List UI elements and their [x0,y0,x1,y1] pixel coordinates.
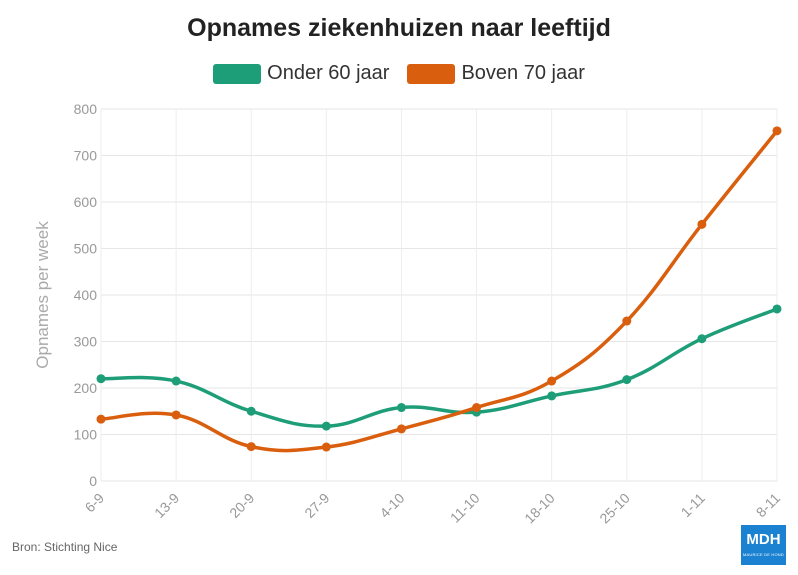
x-tick-label: 4-10 [376,490,407,521]
mdh-logo: MDH MAURICE DE HOND [741,525,786,565]
data-point-onder-60 [96,374,106,384]
x-tick-label: 25-10 [596,490,633,527]
series-line-boven-70 [99,129,779,453]
x-tick-label: 11-10 [447,490,483,526]
data-point-boven-70 [772,126,782,136]
y-axis-label: Opnames per week [33,221,52,369]
logo-sub-text: MAURICE DE HOND [742,552,784,557]
data-point-onder-60 [697,334,707,344]
data-point-boven-70 [246,442,256,452]
data-point-onder-60 [396,403,406,413]
x-tick-label: 27-9 [301,490,332,521]
y-tick-label: 200 [74,380,98,396]
y-tick-label: 700 [74,148,98,164]
data-point-boven-70 [622,316,632,326]
x-tick-label: 20-9 [226,490,257,521]
y-tick-label: 0 [89,473,97,489]
source-note: Bron: Stichting Nice [12,540,118,554]
data-point-boven-70 [697,219,707,229]
data-point-boven-70 [321,442,331,452]
legend-label-onder-60: Onder 60 jaar [267,62,390,84]
y-tick-label: 800 [74,101,98,117]
data-point-onder-60 [246,406,256,416]
data-point-onder-60 [622,375,632,385]
y-tick-label: 400 [74,287,98,303]
x-tick-label: 1-11 [678,490,709,521]
x-tick-label: 6-9 [81,490,107,516]
data-point-boven-70 [171,410,181,420]
chart-legend: Onder 60 jaar Boven 70 jaar [0,62,798,85]
series-line-onder-60 [99,307,779,428]
data-point-onder-60 [321,421,331,431]
data-point-boven-70 [96,414,106,424]
data-point-onder-60 [171,376,181,386]
data-point-onder-60 [547,391,557,401]
y-tick-label: 100 [74,427,98,443]
x-tick-label: 18-10 [521,490,558,527]
data-point-boven-70 [396,424,406,434]
data-point-onder-60 [772,304,782,314]
legend-swatch-boven-70 [407,63,456,84]
logo-main-text: MDH [746,531,781,548]
y-tick-label: 600 [74,194,98,210]
legend-item-onder-60[interactable]: Onder 60 jaar [213,62,389,85]
y-tick-label: 300 [74,334,98,350]
chart-title: Opnames ziekenhuizen naar leeftijd [187,14,611,42]
x-tick-label: 13-9 [151,490,182,521]
legend-item-boven-70[interactable]: Boven 70 jaar [407,62,585,85]
legend-label-boven-70: Boven 70 jaar [461,62,585,84]
data-point-boven-70 [472,403,482,413]
y-tick-label: 500 [74,241,98,257]
x-tick-label: 8-11 [753,490,784,521]
data-point-boven-70 [547,376,557,386]
legend-swatch-onder-60 [213,63,262,84]
